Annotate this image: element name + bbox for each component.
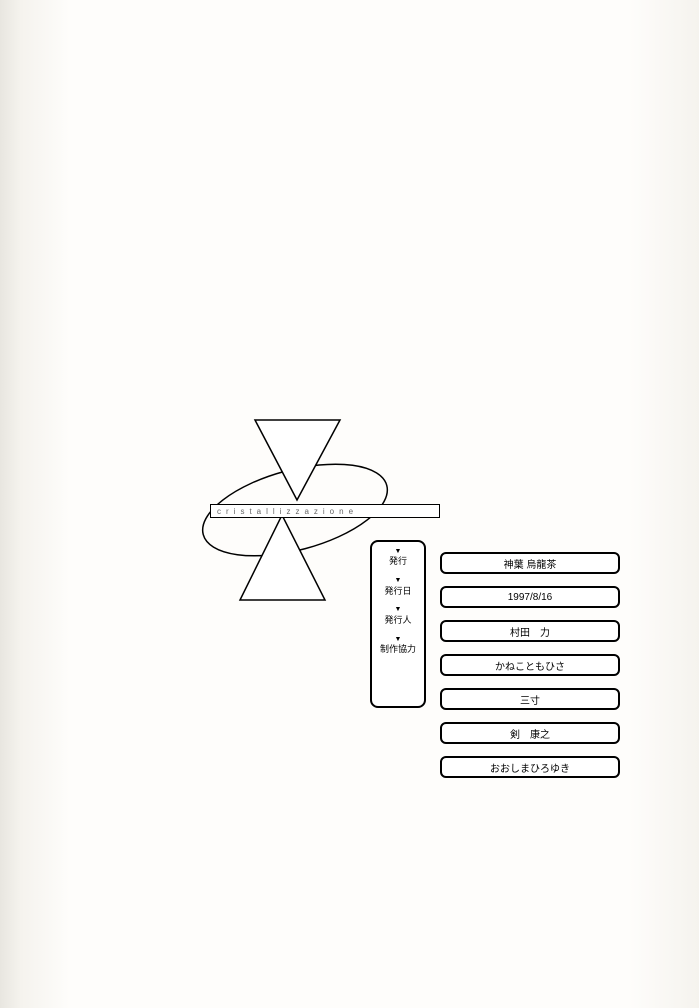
label-text-cooperation: 制作協力 — [380, 644, 416, 654]
value-issuer: 村田 力 — [440, 620, 620, 642]
colophon-page: cristallizzazione ▼ 発行 ▼ 発行日 ▼ 発行人 ▼ 制作協… — [0, 0, 699, 1008]
label-cooperation: ▼ 制作協力 — [380, 636, 416, 655]
label-text-date: 発行日 — [384, 586, 411, 596]
value-coop2: 三寸 — [440, 688, 620, 710]
label-date: ▼ 発行日 — [384, 577, 411, 596]
value-date: 1997/8/16 — [440, 586, 620, 608]
label-text-issuer: 発行人 — [384, 615, 411, 625]
label-text-publisher: 発行 — [389, 556, 407, 566]
triangle-icon: ▼ — [384, 577, 411, 585]
label-publisher: ▼ 発行 — [389, 548, 407, 567]
label-issuer: ▼ 発行人 — [384, 606, 411, 625]
value-coop3: 剣 康之 — [440, 722, 620, 744]
title-bar: cristallizzazione — [210, 504, 440, 518]
title-text: cristallizzazione — [217, 507, 358, 516]
value-boxes-column: 神葉 烏龍茶 1997/8/16 村田 力 かねこともひさ 三寸 剣 康之 おお… — [440, 552, 620, 778]
triangle-icon: ▼ — [384, 606, 411, 614]
value-coop1: かねこともひさ — [440, 654, 620, 676]
triangle-icon: ▼ — [380, 636, 416, 644]
value-coop4: おおしまひろゆき — [440, 756, 620, 778]
value-publisher: 神葉 烏龍茶 — [440, 552, 620, 574]
labels-box: ▼ 発行 ▼ 発行日 ▼ 発行人 ▼ 制作協力 — [370, 540, 426, 708]
